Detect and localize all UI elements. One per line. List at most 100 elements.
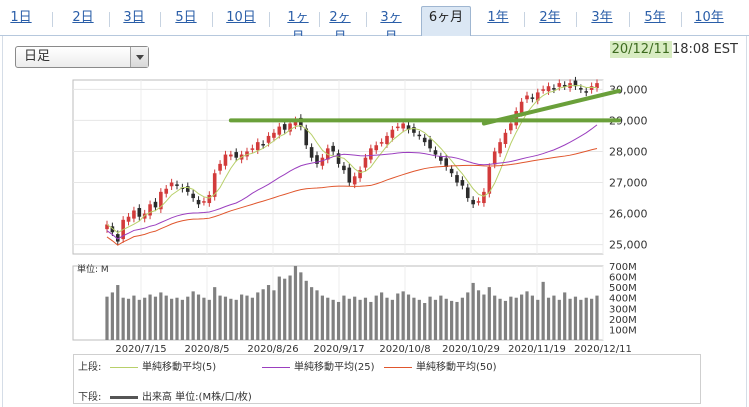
candle-body xyxy=(498,142,502,154)
volume-bar xyxy=(266,285,271,340)
volume-bar xyxy=(148,294,152,340)
volume-bar xyxy=(223,296,228,340)
candle-body xyxy=(492,151,497,165)
volume-bar xyxy=(557,299,561,340)
candle-body xyxy=(433,150,438,155)
candle-body xyxy=(105,224,109,230)
volume-bar xyxy=(520,294,524,340)
volume-bar xyxy=(536,299,540,340)
volume-bar xyxy=(466,292,470,340)
volume-bar xyxy=(213,287,217,340)
volume-bar xyxy=(105,296,109,340)
legend-ma25: 単純移動平均(25) xyxy=(262,358,375,373)
candle-body xyxy=(379,142,384,144)
volume-bar xyxy=(180,299,184,340)
volume-bar xyxy=(369,301,373,340)
tab-12[interactable]: 3年 xyxy=(591,10,613,25)
volume-bar xyxy=(234,299,238,340)
volume-bar xyxy=(240,294,244,340)
volume-bar xyxy=(482,294,486,340)
candle-body xyxy=(460,180,465,186)
stock-chart: 25,000 26,000 27,000 28,000 29,000 30,000 2020… xyxy=(72,76,648,354)
volume-tick-label: 200M xyxy=(609,315,637,326)
candle-body xyxy=(347,167,352,183)
tab-11[interactable]: 2年 xyxy=(539,10,561,25)
volume-bar xyxy=(347,298,351,340)
candle-body xyxy=(110,226,115,233)
candle-body xyxy=(358,170,362,179)
volume-bar xyxy=(412,297,416,340)
tab-9[interactable]: 6ヶ月 xyxy=(421,6,471,36)
volume-bar xyxy=(498,298,502,340)
volume-bar xyxy=(202,297,206,340)
ma5-line xyxy=(106,85,597,234)
volume-bar xyxy=(153,296,158,340)
candle-body xyxy=(584,91,589,93)
candle-body xyxy=(363,157,368,168)
x-tick-label: 2020/10/8 xyxy=(379,344,430,354)
candle-body xyxy=(196,199,201,205)
tab-2[interactable]: 2日 xyxy=(72,10,94,25)
volume-tick-label: 100M xyxy=(609,325,637,336)
candle-body xyxy=(261,144,265,146)
candle-body xyxy=(589,86,594,90)
legend-ma5-label: 単純移動平均(5) xyxy=(142,362,217,373)
candle-body xyxy=(180,187,185,190)
candle-body xyxy=(455,175,459,183)
volume-bar xyxy=(326,297,330,340)
candle-body xyxy=(412,127,416,133)
candle-body xyxy=(126,216,131,222)
x-tick-label: 2020/7/15 xyxy=(115,344,166,354)
price-tick-label: 25,000 xyxy=(609,239,648,252)
candle-body xyxy=(552,88,556,90)
tab-10[interactable]: 1年 xyxy=(487,10,509,25)
tab-7[interactable]: 2ヶ月 xyxy=(329,10,351,45)
candle-body xyxy=(417,134,422,137)
chart-interval-select[interactable]: 日足 xyxy=(15,46,149,68)
tab-separator xyxy=(160,12,161,27)
candle-body xyxy=(530,97,535,99)
tab-8[interactable]: 3ヶ月 xyxy=(380,10,402,45)
candle-body xyxy=(557,83,562,87)
candle-body xyxy=(465,187,470,199)
candle-body xyxy=(288,123,292,132)
volume-bar xyxy=(310,287,314,340)
tab-13[interactable]: 5年 xyxy=(644,10,666,25)
volume-tick-label: 700M xyxy=(609,262,637,273)
tab-14[interactable]: 10年 xyxy=(694,10,724,25)
candle-body xyxy=(250,148,255,150)
candle-body xyxy=(266,135,271,143)
volume-bar xyxy=(126,298,131,340)
volume-bar xyxy=(552,295,556,340)
tab-6[interactable]: 1ヶ月 xyxy=(287,10,309,45)
candle-body xyxy=(444,158,449,167)
legend-ma5: 単純移動平均(5) xyxy=(110,358,216,373)
tab-5[interactable]: 10日 xyxy=(226,10,256,25)
x-tick-label: 2020/10/29 xyxy=(442,344,500,354)
tab-separator xyxy=(524,12,525,27)
volume-bar xyxy=(584,297,588,340)
tab-1[interactable]: 1日 xyxy=(10,10,32,25)
volume-bar xyxy=(137,299,141,340)
volume-bar xyxy=(439,295,443,340)
candle-body xyxy=(229,154,233,157)
chevron-down-icon xyxy=(130,47,148,67)
volume-bar xyxy=(331,299,335,340)
ma25-line xyxy=(106,124,598,240)
tab-separator xyxy=(576,12,577,27)
volume-bar xyxy=(164,295,168,340)
tab-3[interactable]: 3日 xyxy=(123,10,145,25)
candle-body xyxy=(304,128,309,146)
candle-body xyxy=(573,80,578,87)
candle-body xyxy=(406,125,411,130)
volume-bar xyxy=(503,300,508,340)
candle-body xyxy=(546,86,551,92)
volume-bar xyxy=(175,297,179,340)
volume-bar xyxy=(207,299,211,340)
candle-body xyxy=(525,95,529,100)
tab-4[interactable]: 5日 xyxy=(175,10,197,25)
candle-body xyxy=(422,137,427,143)
x-tick-label: 2020/8/5 xyxy=(185,344,230,354)
volume-bar xyxy=(487,287,491,340)
legend-lower-label: 下段: xyxy=(78,392,102,403)
